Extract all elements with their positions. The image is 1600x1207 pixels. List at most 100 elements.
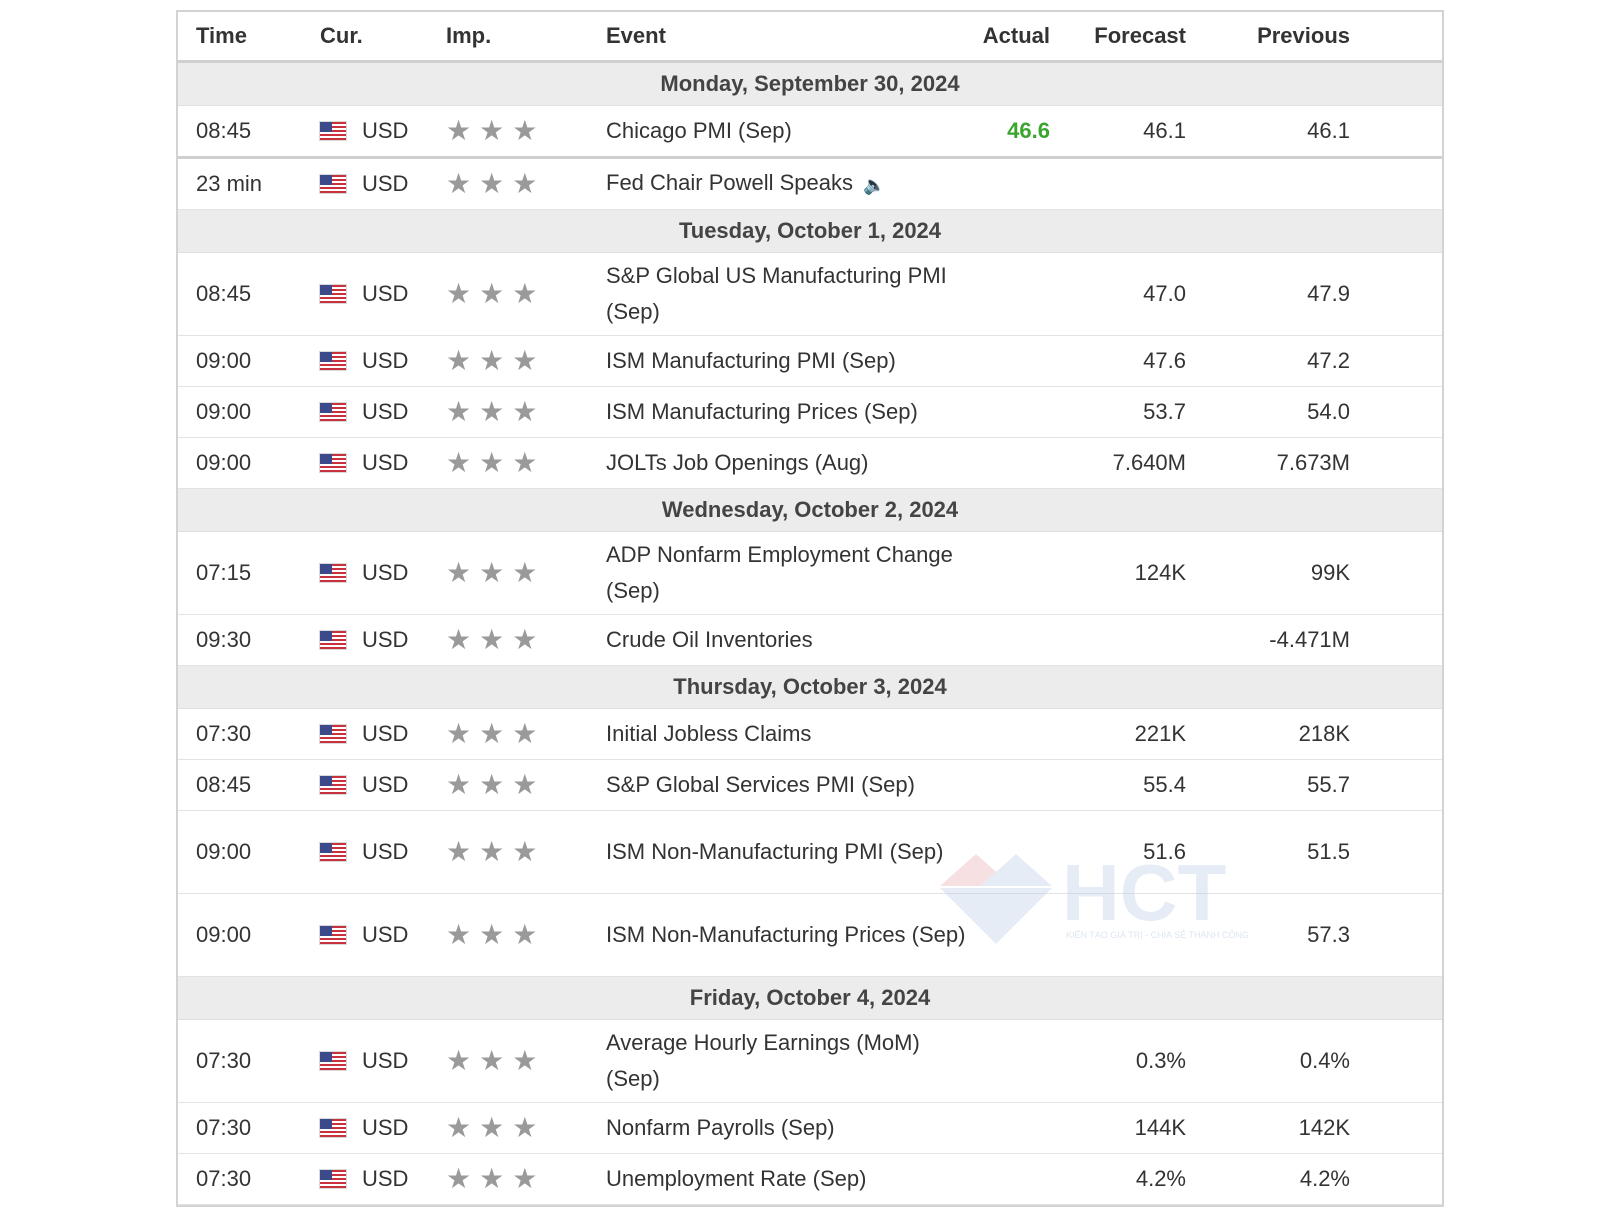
star-icon: ★ [446, 447, 472, 478]
event-currency: USD [304, 560, 432, 586]
currency-code: USD [362, 348, 409, 373]
star-icon: ★ [446, 115, 472, 146]
header-previous[interactable]: Previous [1257, 23, 1350, 48]
us-flag-icon [320, 1052, 346, 1070]
event-previous: 54.0 [1307, 399, 1350, 424]
star-icon: ★ [479, 1163, 505, 1194]
event-row[interactable]: 09:00 USD ★ ★ ★ ISM Manufacturing Prices (Sep… [178, 387, 1442, 438]
event-name-link[interactable]: Fed Chair Powell Speaks [606, 170, 854, 196]
importance-stars: ★ ★ ★ [432, 398, 606, 426]
event-name-link[interactable]: ISM Manufacturing Prices (Sep) [606, 399, 918, 424]
event-name-link[interactable]: Nonfarm Payrolls (Sep) [606, 1115, 835, 1140]
event-name-link[interactable]: ISM Manufacturing PMI (Sep) [606, 348, 896, 373]
event-time: 09:00 [196, 922, 252, 947]
event-name-link[interactable]: Chicago PMI (Sep) [606, 118, 792, 143]
star-icon: ★ [512, 718, 538, 749]
event-row[interactable]: 23 min USD ★ ★ ★ Fed Chair Powell Speaks 🔈 [178, 159, 1442, 210]
event-time: 09:00 [196, 399, 252, 424]
event-row[interactable]: 09:00 USD ★ ★ ★ JOLTs Job Openings (Aug) 7.640… [178, 438, 1442, 489]
header-currency[interactable]: Cur. [320, 23, 363, 48]
star-icon: ★ [479, 168, 505, 199]
event-previous: 0.4% [1299, 1048, 1350, 1073]
event-previous: -4.471M [1269, 627, 1350, 652]
event-row[interactable]: 08:45 USD ★ ★ ★ Chicago PMI (Sep) 46.6 46.1 46.1 [178, 106, 1442, 159]
header-importance[interactable]: Imp. [446, 23, 492, 48]
day-header-row: Friday, October 4, 2024 [178, 977, 1442, 1020]
event-name-cell: Chicago PMI (Sep) [606, 113, 974, 149]
event-name-link[interactable]: ADP Nonfarm Employment Change (Sep) [606, 542, 953, 603]
event-forecast: 55.4 [1143, 772, 1186, 797]
event-row[interactable]: 09:00 USD ★ ★ ★ ISM Manufacturing PMI (Sep) 47… [178, 336, 1442, 387]
economic-calendar-table: Time Cur. Imp. Event Actual Forecast Pre… [176, 10, 1444, 1207]
event-name-link[interactable]: JOLTs Job Openings (Aug) [606, 450, 869, 475]
event-previous: 99K [1310, 560, 1350, 585]
event-row[interactable]: 08:45 USD ★ ★ ★ S&P Global Services PMI (Sep)… [178, 760, 1442, 811]
header-actual[interactable]: Actual [982, 23, 1050, 48]
event-name-link[interactable]: Average Hourly Earnings (MoM) (Sep) [606, 1030, 920, 1091]
day-header-row: Thursday, October 3, 2024 [178, 666, 1442, 709]
event-time: 08:45 [196, 118, 252, 143]
day-header-row: Monday, September 30, 2024 [178, 63, 1442, 106]
event-name-cell: ISM Non-Manufacturing PMI (Sep) [606, 834, 974, 870]
event-row[interactable]: 07:30 USD ★ ★ ★ Average Hourly Earnings (MoM)… [178, 1020, 1442, 1103]
event-name-link[interactable]: S&P Global US Manufacturing PMI (Sep) [606, 263, 947, 324]
event-forecast: 0.3% [1135, 1048, 1186, 1073]
event-row[interactable]: 07:30 USD ★ ★ ★ Unemployment Rate (Sep) 4.2% 4.… [178, 1154, 1442, 1205]
currency-code: USD [362, 171, 409, 196]
event-name-link[interactable]: S&P Global Services PMI (Sep) [606, 772, 915, 797]
event-name-link[interactable]: ISM Non-Manufacturing PMI (Sep) [606, 839, 944, 864]
us-flag-icon [320, 352, 346, 370]
event-name-link[interactable]: Initial Jobless Claims [606, 721, 812, 746]
event-name-cell: ADP Nonfarm Employment Change (Sep) [606, 537, 974, 609]
importance-stars: ★ ★ ★ [432, 280, 606, 308]
us-flag-icon [320, 454, 346, 472]
us-flag-icon [320, 725, 346, 743]
event-actual: 46.6 [1007, 118, 1050, 143]
event-forecast: 7.640M [1112, 450, 1186, 475]
event-row[interactable]: 07:30 USD ★ ★ ★ Nonfarm Payrolls (Sep) 144K 142… [178, 1103, 1442, 1154]
star-icon: ★ [479, 278, 505, 309]
star-icon: ★ [512, 115, 538, 146]
us-flag-icon [320, 564, 346, 582]
event-row[interactable]: 08:45 USD ★ ★ ★ S&P Global US Manufacturing P… [178, 253, 1442, 336]
event-name-link[interactable]: Unemployment Rate (Sep) [606, 1166, 867, 1191]
event-row[interactable]: 09:00 USD ★ ★ ★ ISM Non-Manufacturing Prices … [178, 894, 1442, 977]
star-icon: ★ [446, 557, 472, 588]
us-flag-icon [320, 1170, 346, 1188]
importance-stars: ★ ★ ★ [432, 626, 606, 654]
importance-stars: ★ ★ ★ [432, 1047, 606, 1075]
event-row[interactable]: 09:00 USD ★ ★ ★ ISM Non-Manufacturing PMI (Se… [178, 811, 1442, 894]
event-currency: USD [304, 1115, 432, 1141]
event-name-link[interactable]: ISM Non-Manufacturing Prices (Sep) [606, 922, 966, 947]
speaker-icon[interactable]: 🔈 [863, 174, 886, 195]
star-icon: ★ [512, 557, 538, 588]
importance-stars: ★ ★ ★ [432, 347, 606, 375]
event-forecast: 4.2% [1135, 1166, 1186, 1191]
event-currency: USD [304, 839, 432, 865]
importance-stars: ★ ★ ★ [432, 1165, 606, 1193]
star-icon: ★ [512, 1045, 538, 1076]
currency-code: USD [362, 118, 409, 143]
event-time: 09:00 [196, 348, 252, 373]
header-forecast[interactable]: Forecast [1094, 23, 1186, 48]
event-row[interactable]: 09:30 USD ★ ★ ★ Crude Oil Inventories -4.471M [178, 615, 1442, 666]
event-forecast: 47.6 [1143, 348, 1186, 373]
event-time: 07:30 [196, 1115, 252, 1140]
event-forecast: 221K [1134, 721, 1186, 746]
star-icon: ★ [446, 718, 472, 749]
event-name-link[interactable]: Crude Oil Inventories [606, 627, 813, 652]
currency-code: USD [362, 281, 409, 306]
event-name-cell: ISM Manufacturing PMI (Sep) [606, 343, 974, 379]
event-previous: 47.9 [1307, 281, 1350, 306]
event-name-cell: S&P Global Services PMI (Sep) [606, 767, 974, 803]
star-icon: ★ [479, 919, 505, 950]
star-icon: ★ [479, 1045, 505, 1076]
event-row[interactable]: 07:15 USD ★ ★ ★ ADP Nonfarm Employment Change… [178, 532, 1442, 615]
header-event[interactable]: Event [606, 23, 666, 48]
header-time[interactable]: Time [196, 23, 247, 48]
importance-stars: ★ ★ ★ [432, 1114, 606, 1142]
event-name-cell: Fed Chair Powell Speaks 🔈 [606, 165, 974, 202]
event-row[interactable]: 07:30 USD ★ ★ ★ Initial Jobless Claims 221K 218… [178, 709, 1442, 760]
us-flag-icon [320, 843, 346, 861]
star-icon: ★ [512, 919, 538, 950]
